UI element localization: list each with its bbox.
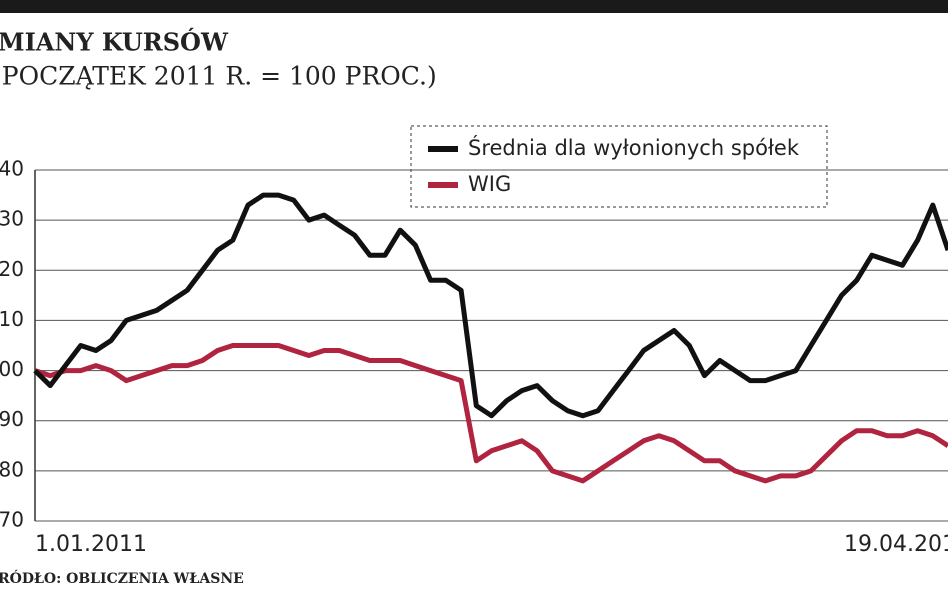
y-tick-label: 130	[0, 207, 24, 231]
y-tick-label: 120	[0, 257, 24, 281]
series-line	[34, 343, 948, 484]
legend-box	[410, 125, 828, 208]
x-tick-label: 19.04.2011	[844, 532, 948, 557]
y-tick-label: 110	[0, 307, 24, 331]
source: RÓDŁO: OBLICZENIA WŁASNE	[0, 569, 244, 587]
x-tick-label: 1.01.2011	[35, 532, 147, 557]
y-tick-label: 70	[0, 508, 24, 532]
legend-label: Średnia dla wyłonionych spółek	[468, 135, 800, 160]
legend-label: WIG	[468, 172, 511, 196]
y-tick-label: 90	[0, 407, 24, 431]
top-bar	[0, 0, 948, 13]
y-tick-label: 140	[0, 157, 24, 181]
chart-title: MIANY KURSÓW	[0, 28, 229, 57]
chart-subtitle: (POCZĄTEK 2011 R. = 100 PROC.)	[0, 62, 437, 91]
y-tick-label: 80	[0, 457, 24, 481]
y-tick-label: 100	[0, 357, 24, 381]
series-line	[33, 192, 948, 419]
